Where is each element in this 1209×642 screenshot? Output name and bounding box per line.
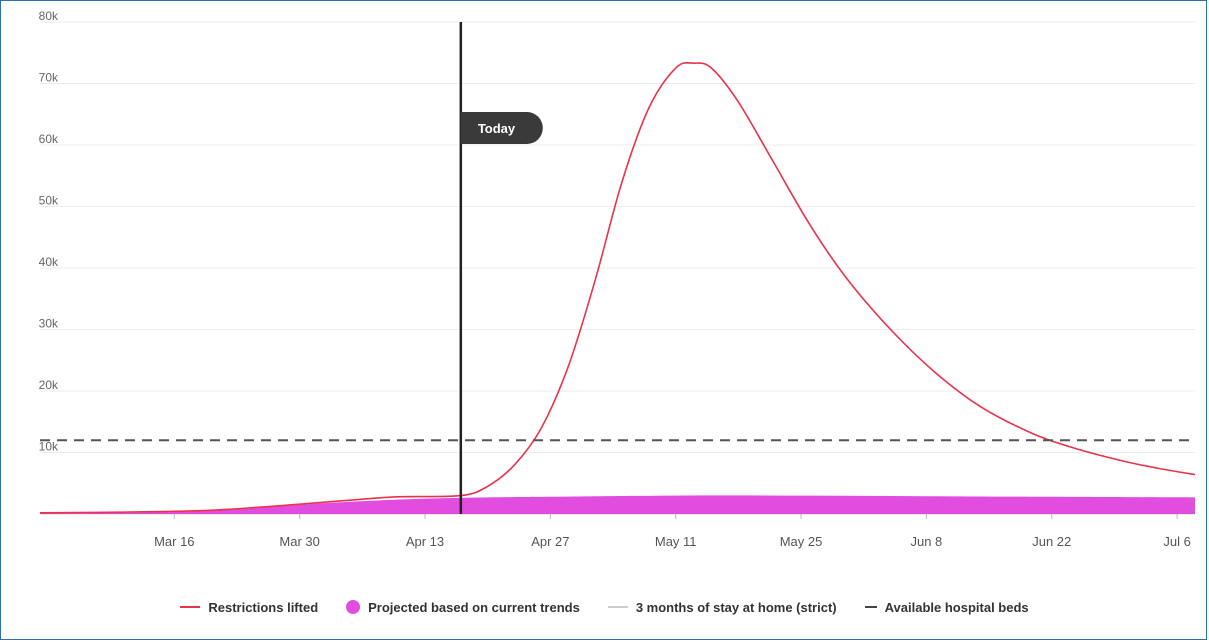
legend-swatch-restrictions-lifted xyxy=(180,606,201,608)
chart-canvas: 10k 20k 30k 40k 50k 60k 70k 80k Mar 16 Mar 30 Apr… xyxy=(39,9,1196,549)
projected-area xyxy=(40,495,1195,514)
legend-label: Restrictions lifted xyxy=(208,599,319,615)
x-tick-label: Mar 16 xyxy=(154,534,194,549)
legend-swatch-projected xyxy=(346,600,361,614)
legend-item-projected[interactable]: Projected based on current trends xyxy=(346,600,580,615)
y-axis-ticks: 10k 20k 30k 40k 50k 60k 70k 80k xyxy=(39,9,59,454)
series-layer xyxy=(39,61,1196,514)
x-tick-label: Apr 27 xyxy=(531,534,569,549)
x-tick-label: Jul 6 xyxy=(1163,534,1190,549)
legend: Restrictions lifted Projected based on c… xyxy=(0,596,1209,618)
legend-item-restrictions-lifted[interactable]: Restrictions lifted xyxy=(180,600,318,615)
x-tick-label: Jun 8 xyxy=(910,534,942,549)
x-tick-label: May 25 xyxy=(780,534,823,549)
x-tick-label: Mar 30 xyxy=(279,534,319,549)
legend-label: Projected based on current trends xyxy=(368,599,580,615)
today-label: Today xyxy=(478,121,516,136)
x-tick-label: Jun 22 xyxy=(1032,534,1071,549)
legend-swatch-hospital-beds xyxy=(864,606,877,608)
legend-label: 3 months of stay at home (strict) xyxy=(635,599,837,615)
overlay-layer: Today xyxy=(40,22,1195,514)
y-tick-label: 40k xyxy=(39,255,59,269)
x-tick-label: Apr 13 xyxy=(406,534,444,549)
y-tick-label: 10k xyxy=(39,440,59,454)
y-tick-label: 30k xyxy=(39,317,59,331)
today-badge xyxy=(460,112,543,144)
y-tick-label: 60k xyxy=(39,132,59,146)
legend-label: Available hospital beds xyxy=(884,599,1029,615)
restrictions-lifted-line xyxy=(39,61,1196,514)
y-tick-label: 80k xyxy=(39,9,59,23)
y-tick-label: 70k xyxy=(39,71,59,85)
x-tick-label: May 11 xyxy=(655,534,697,549)
x-axis-ticks: Mar 16 Mar 30 Apr 13 Apr 27 May 11 May 25 Jun … xyxy=(154,514,1191,549)
legend-item-stay-at-home[interactable]: 3 months of stay at home (strict) xyxy=(607,599,837,615)
y-tick-label: 20k xyxy=(39,378,59,392)
legend-swatch-stay-at-home xyxy=(607,606,628,608)
y-tick-label: 50k xyxy=(39,194,59,208)
legend-item-hospital-beds[interactable]: Available hospital beds xyxy=(864,599,1029,615)
